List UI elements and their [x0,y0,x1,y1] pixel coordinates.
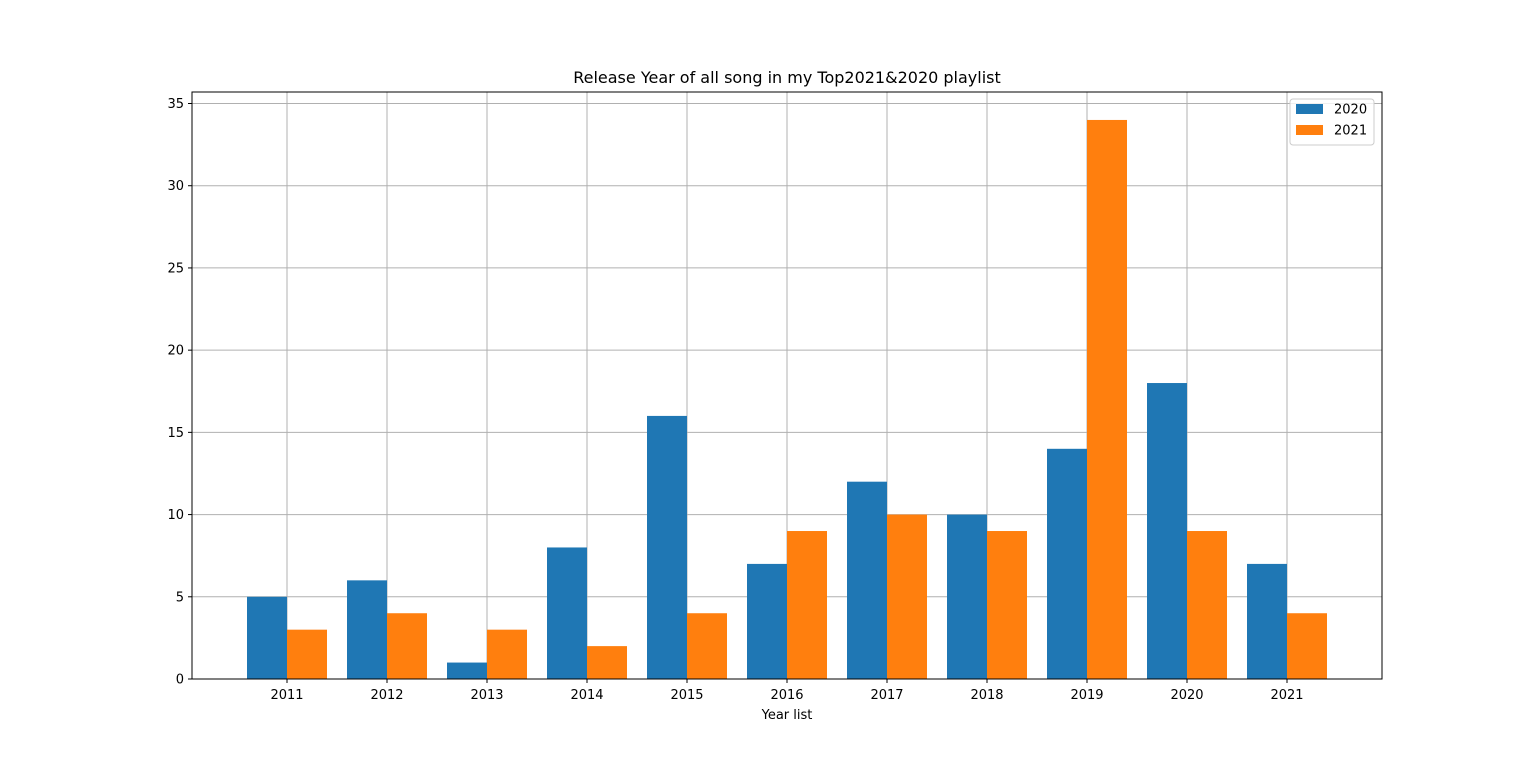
bar-series-2020-2018 [947,514,987,679]
chart-title: Release Year of all song in my Top2021&2… [573,68,1001,87]
bar-series-2020-2013 [447,662,487,679]
bar-series-2020-2020 [1147,383,1187,679]
bar-series-2021-2013 [487,629,527,679]
x-tick-label: 2017 [870,688,903,703]
legend-label-2020: 2020 [1334,103,1367,118]
legend: 2020 2021 [1289,98,1375,146]
y-tick-label: 15 [167,426,184,441]
y-tick-label: 30 [167,179,184,194]
bar-series-2020-2017 [847,481,887,679]
x-tick-label: 2012 [370,688,403,703]
x-tick-label: 2016 [770,688,803,703]
x-tick-label: 2020 [1170,688,1203,703]
legend-swatch-2020 [1296,104,1323,114]
bar-series-2020-2019 [1047,448,1087,679]
y-tick-label: 5 [176,590,184,605]
bar-series-2021-2015 [687,613,727,679]
bar-series-2021-2018 [987,531,1027,679]
y-tick-label: 20 [167,344,184,359]
y-tick-label: 0 [176,673,184,688]
bar-series-2020-2012 [347,580,387,679]
bar-series-2021-2021 [1287,613,1327,679]
bar-series-2021-2020 [1187,531,1227,679]
x-tick-label: 2015 [670,688,703,703]
x-tick-label: 2011 [270,688,303,703]
y-tick-label: 35 [167,97,184,112]
bar-series-2020-2015 [647,415,687,679]
bar-series-2020-2016 [747,563,787,679]
bar-series-2020-2021 [1247,563,1287,679]
y-tick-label: 10 [167,508,184,523]
y-tick-label: 25 [167,261,184,276]
x-tick-label: 2018 [970,688,1003,703]
bar-series-2020-2014 [547,547,587,679]
x-tick-label: 2014 [570,688,603,703]
x-tick-label: 2013 [470,688,503,703]
ticks: 0 5 10 15 20 25 30 35 2011 2012 2013 2014 2015 2016 20… [167,97,1303,703]
bar-series-2021-2019 [1087,119,1127,679]
bars [247,119,1327,679]
x-axis-label: Year list [761,708,813,723]
bar-series-2021-2017 [887,514,927,679]
bar-series-2021-2012 [387,613,427,679]
x-tick-label: 2019 [1070,688,1103,703]
legend-label-2021: 2021 [1334,124,1367,139]
bar-series-2020-2011 [247,596,287,679]
bar-series-2021-2011 [287,629,327,679]
bar-series-2021-2014 [587,646,627,679]
legend-swatch-2021 [1296,125,1323,135]
x-tick-label: 2021 [1270,688,1303,703]
bar-series-2021-2016 [787,531,827,679]
